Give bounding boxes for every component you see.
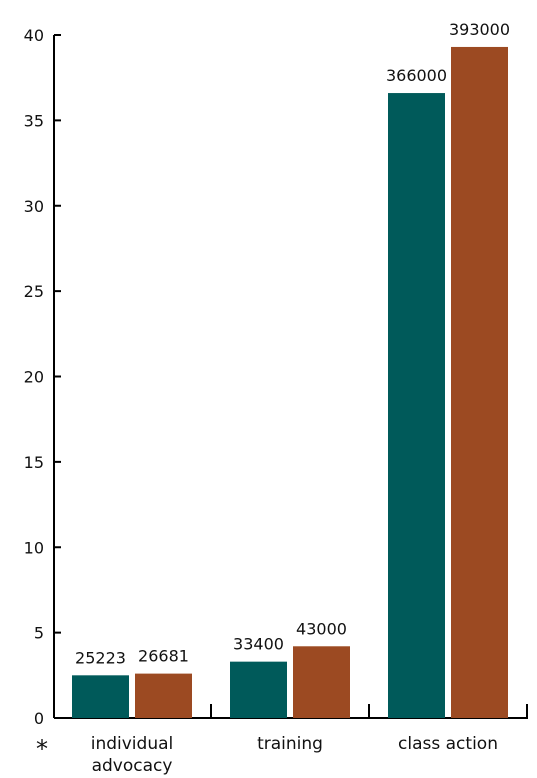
bar-value-label: 33400 [233, 635, 284, 654]
data-labels-group: 25223 26681 33400 43000 366000 393000 [75, 20, 510, 667]
x-axis [54, 704, 528, 719]
y-axis: 0 5 10 15 20 25 30 35 40 [24, 26, 61, 728]
x-category-label: advocacy [92, 756, 173, 776]
bar [72, 675, 129, 718]
y-tick-label: 0 [34, 709, 44, 728]
footnote-marker: * [36, 735, 48, 763]
bar-value-label: 393000 [449, 20, 510, 39]
bar-value-label: 26681 [138, 647, 189, 666]
bar [388, 93, 445, 719]
x-category-label: individual [91, 734, 174, 754]
y-tick-label: 35 [24, 111, 44, 130]
y-tick-label: 5 [34, 624, 44, 643]
bar-value-label: 25223 [75, 648, 126, 667]
x-category-label: training [257, 734, 323, 754]
bar-value-label: 43000 [296, 619, 347, 638]
y-tick-label: 30 [24, 197, 44, 216]
bar [293, 646, 350, 718]
y-tick-label: 15 [24, 453, 44, 472]
bar [135, 673, 192, 718]
x-category-label: class action [398, 734, 498, 754]
y-tick-label: 40 [24, 26, 44, 45]
bar-value-label: 366000 [386, 66, 447, 85]
y-tick-label: 10 [24, 538, 44, 557]
y-tick-label: 20 [24, 368, 44, 387]
y-tick-label: 25 [24, 282, 44, 301]
bar [230, 661, 287, 718]
bars-group [72, 46, 508, 719]
bar [451, 46, 508, 718]
